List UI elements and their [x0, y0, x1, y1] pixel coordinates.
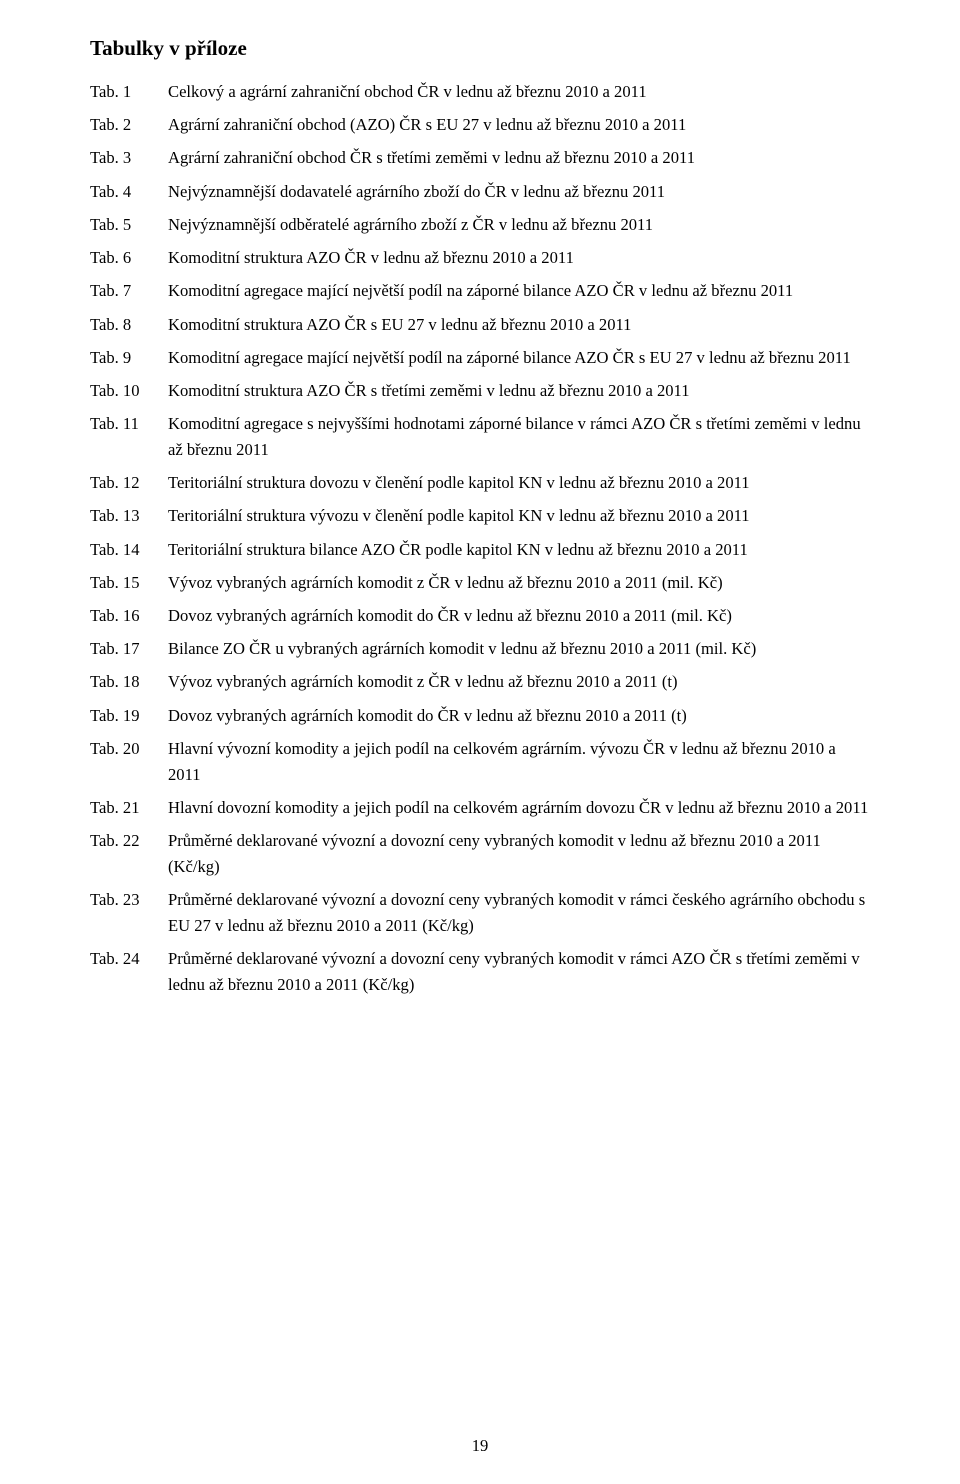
tab-label: Tab. 6 [90, 245, 168, 271]
tab-description: Komoditní struktura AZO ČR s EU 27 v led… [168, 312, 870, 338]
list-item: Tab. 5Nejvýznamnější odběratelé agrárníh… [90, 212, 870, 238]
list-item: Tab. 6Komoditní struktura AZO ČR v lednu… [90, 245, 870, 271]
tab-description: Komoditní struktura AZO ČR v lednu až bř… [168, 245, 870, 271]
list-item: Tab. 10Komoditní struktura AZO ČR s třet… [90, 378, 870, 404]
list-item: Tab. 20Hlavní vývozní komodity a jejich … [90, 736, 870, 787]
tab-description: Hlavní dovozní komodity a jejich podíl n… [168, 795, 870, 821]
tab-description: Celkový a agrární zahraniční obchod ČR v… [168, 79, 870, 105]
tab-label: Tab. 4 [90, 179, 168, 205]
list-item: Tab. 12Teritoriální struktura dovozu v č… [90, 470, 870, 496]
table-list: Tab. 1Celkový a agrární zahraniční obcho… [90, 79, 870, 997]
tab-label: Tab. 5 [90, 212, 168, 238]
tab-description: Dovoz vybraných agrárních komodit do ČR … [168, 603, 870, 629]
tab-label: Tab. 1 [90, 79, 168, 105]
list-item: Tab. 23Průměrné deklarované vývozní a do… [90, 887, 870, 938]
tab-label: Tab. 16 [90, 603, 168, 629]
tab-description: Agrární zahraniční obchod ČR s třetími z… [168, 145, 870, 171]
list-item: Tab. 19Dovoz vybraných agrárních komodit… [90, 703, 870, 729]
tab-label: Tab. 8 [90, 312, 168, 338]
tab-label: Tab. 10 [90, 378, 168, 404]
list-item: Tab. 1Celkový a agrární zahraniční obcho… [90, 79, 870, 105]
tab-description: Dovoz vybraných agrárních komodit do ČR … [168, 703, 870, 729]
list-item: Tab. 3Agrární zahraniční obchod ČR s tře… [90, 145, 870, 171]
list-item: Tab. 17Bilance ZO ČR u vybraných agrární… [90, 636, 870, 662]
tab-description: Průměrné deklarované vývozní a dovozní c… [168, 887, 870, 938]
tab-description: Hlavní vývozní komodity a jejich podíl n… [168, 736, 870, 787]
tab-description: Komoditní struktura AZO ČR s třetími zem… [168, 378, 870, 404]
tab-label: Tab. 3 [90, 145, 168, 171]
list-item: Tab. 7Komoditní agregace mající největší… [90, 278, 870, 304]
tab-label: Tab. 18 [90, 669, 168, 695]
tab-label: Tab. 7 [90, 278, 168, 304]
tab-description: Teritoriální struktura dovozu v členění … [168, 470, 870, 496]
tab-label: Tab. 19 [90, 703, 168, 729]
tab-description: Vývoz vybraných agrárních komodit z ČR v… [168, 669, 870, 695]
tab-description: Vývoz vybraných agrárních komodit z ČR v… [168, 570, 870, 596]
tab-label: Tab. 17 [90, 636, 168, 662]
tab-label: Tab. 2 [90, 112, 168, 138]
page-title: Tabulky v příloze [90, 36, 870, 61]
tab-label: Tab. 11 [90, 411, 168, 462]
tab-label: Tab. 21 [90, 795, 168, 821]
tab-label: Tab. 24 [90, 946, 168, 997]
tab-label: Tab. 22 [90, 828, 168, 879]
tab-label: Tab. 14 [90, 537, 168, 563]
tab-description: Nejvýznamnější dodavatelé agrárního zbož… [168, 179, 870, 205]
tab-description: Komoditní agregace mající největší podíl… [168, 278, 870, 304]
tab-description: Komoditní agregace mající největší podíl… [168, 345, 870, 371]
tab-label: Tab. 23 [90, 887, 168, 938]
list-item: Tab. 14Teritoriální struktura bilance AZ… [90, 537, 870, 563]
list-item: Tab. 15Vývoz vybraných agrárních komodit… [90, 570, 870, 596]
tab-label: Tab. 13 [90, 503, 168, 529]
list-item: Tab. 24Průměrné deklarované vývozní a do… [90, 946, 870, 997]
page-number: 19 [0, 1436, 960, 1456]
tab-description: Teritoriální struktura bilance AZO ČR po… [168, 537, 870, 563]
list-item: Tab. 2Agrární zahraniční obchod (AZO) ČR… [90, 112, 870, 138]
list-item: Tab. 11Komoditní agregace s nejvyššími h… [90, 411, 870, 462]
tab-description: Agrární zahraniční obchod (AZO) ČR s EU … [168, 112, 870, 138]
tab-description: Průměrné deklarované vývozní a dovozní c… [168, 828, 870, 879]
tab-description: Teritoriální struktura vývozu v členění … [168, 503, 870, 529]
tab-description: Průměrné deklarované vývozní a dovozní c… [168, 946, 870, 997]
list-item: Tab. 8Komoditní struktura AZO ČR s EU 27… [90, 312, 870, 338]
document-page: Tabulky v příloze Tab. 1Celkový a agrárn… [0, 0, 960, 1484]
list-item: Tab. 9Komoditní agregace mající největší… [90, 345, 870, 371]
tab-description: Komoditní agregace s nejvyššími hodnotam… [168, 411, 870, 462]
list-item: Tab. 16Dovoz vybraných agrárních komodit… [90, 603, 870, 629]
list-item: Tab. 4Nejvýznamnější dodavatelé agrárníh… [90, 179, 870, 205]
list-item: Tab. 13Teritoriální struktura vývozu v č… [90, 503, 870, 529]
tab-label: Tab. 20 [90, 736, 168, 787]
list-item: Tab. 22Průměrné deklarované vývozní a do… [90, 828, 870, 879]
list-item: Tab. 18Vývoz vybraných agrárních komodit… [90, 669, 870, 695]
tab-description: Nejvýznamnější odběratelé agrárního zbož… [168, 212, 870, 238]
list-item: Tab. 21Hlavní dovozní komodity a jejich … [90, 795, 870, 821]
tab-description: Bilance ZO ČR u vybraných agrárních komo… [168, 636, 870, 662]
tab-label: Tab. 9 [90, 345, 168, 371]
tab-label: Tab. 15 [90, 570, 168, 596]
tab-label: Tab. 12 [90, 470, 168, 496]
